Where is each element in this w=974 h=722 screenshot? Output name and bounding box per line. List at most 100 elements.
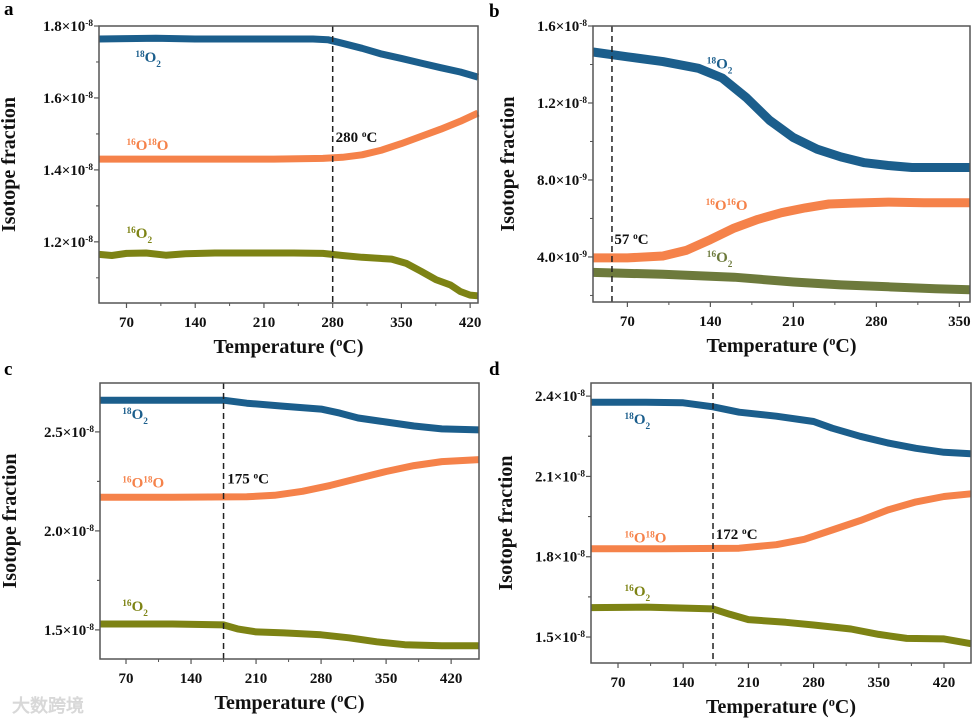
y-tick-label: 1.6×10-8: [537, 19, 587, 35]
text-part: o: [336, 335, 342, 349]
text-part: O: [634, 584, 646, 600]
text-part: 16: [126, 226, 136, 236]
text-part: 18: [625, 412, 635, 422]
text-part: C: [747, 527, 758, 543]
text-part: 16: [706, 198, 716, 208]
text-part: 2.5×10: [44, 425, 86, 441]
text-part: 175: [227, 471, 253, 487]
panel-letter: d: [489, 359, 500, 380]
text-part: 1.6×10: [43, 91, 85, 107]
text-part: -8: [579, 19, 587, 29]
text-part: 16: [625, 584, 635, 594]
series-label-O16O18: 16O18O: [625, 530, 667, 546]
text-part: -8: [86, 623, 94, 633]
watermark-logo: 大数跨境: [12, 695, 84, 716]
text-part: C: [258, 471, 269, 487]
series-label-O16O18: 16O16O: [706, 198, 748, 214]
text-part: 18: [147, 138, 157, 148]
text-part: 1.5×10: [44, 623, 86, 639]
onset-temperature-label: 57 oC: [614, 232, 648, 248]
onset-temperature-label: 280 oC: [336, 130, 378, 146]
y-axis-label: Isotope fraction: [497, 97, 519, 232]
series-line-O18_2: [98, 34, 479, 81]
text-part: 172: [716, 527, 742, 543]
text-part: 2: [143, 609, 148, 619]
x-tick-label: 210: [737, 675, 760, 691]
text-part: 1.5×10: [535, 630, 577, 646]
series-label-O18_2: 18O2: [625, 412, 651, 432]
y-tick-label: 1.4×10-8: [43, 163, 93, 179]
y-tick-label: 1.8×10-8: [43, 19, 93, 35]
x-tick-label: 140: [672, 675, 695, 691]
text-part: -9: [579, 250, 587, 260]
text-part: 18: [645, 530, 655, 540]
x-tick-label: 140: [699, 314, 722, 330]
text-part: O: [132, 475, 144, 491]
text-part: 18: [135, 50, 145, 60]
text-part: O: [132, 407, 144, 423]
text-part: O: [716, 56, 728, 72]
text-part: o: [829, 695, 835, 709]
text-part: -8: [85, 163, 93, 173]
text-part: o: [254, 471, 259, 481]
text-part: C): [342, 336, 363, 358]
x-axis-label: Temperature (oC): [214, 691, 364, 714]
series-label-O16_2: 16O2: [625, 584, 651, 604]
y-tick-label: 1.2×10-8: [43, 235, 93, 251]
text-part: o: [829, 334, 835, 348]
text-part: 2.0×10: [44, 524, 86, 540]
text-part: 2: [147, 236, 152, 246]
text-part: -8: [577, 389, 585, 399]
series-line-O18_2: [100, 396, 480, 434]
text-part: 2: [156, 60, 161, 70]
text-part: 16: [122, 475, 132, 485]
text-part: 1.4×10: [43, 163, 85, 179]
text-part: Temperature (: [214, 692, 337, 714]
text-part: O: [157, 138, 169, 154]
onset-temperature-label: 175 oC: [227, 471, 269, 487]
series-line-O16O18: [99, 109, 480, 163]
x-tick-label: 420: [459, 315, 482, 331]
series-line-O16O18: [591, 490, 972, 553]
x-tick-label: 210: [782, 314, 805, 330]
y-tick-label: 1.6×10-8: [43, 91, 93, 107]
panel-letter: a: [4, 0, 14, 20]
x-tick-label: 350: [375, 671, 398, 687]
series-label-O18_2: 18O2: [135, 50, 161, 70]
x-tick-label: 280: [321, 315, 344, 331]
x-tick-label: 210: [253, 315, 276, 331]
series-label-O16O18: 16O18O: [122, 475, 164, 491]
series-line-O18_2: [592, 47, 970, 172]
text-part: O: [145, 50, 157, 66]
plot-frame: [99, 382, 480, 660]
text-part: 1.8×10: [43, 19, 85, 35]
text-part: -8: [86, 524, 94, 534]
text-part: O: [655, 530, 667, 546]
y-tick-label: 2.4×10-8: [535, 389, 585, 405]
y-tick-label: 2.5×10-8: [44, 425, 94, 441]
y-tick-label: 1.5×10-8: [44, 623, 94, 639]
text-part: 1.6×10: [537, 19, 579, 35]
text-part: 2.4×10: [535, 389, 577, 405]
series-label-O18_2: 18O2: [707, 56, 733, 76]
x-tick-label: 210: [245, 671, 268, 687]
text-part: C): [343, 692, 364, 714]
series-line-O16_2: [592, 267, 971, 295]
y-axis-label: Isotope fraction: [0, 97, 20, 232]
text-part: o: [337, 691, 343, 705]
text-part: 18: [707, 56, 717, 66]
text-part: 2.1×10: [535, 469, 577, 485]
text-part: -8: [577, 550, 585, 560]
text-part: C: [367, 130, 378, 146]
text-part: 2: [728, 66, 733, 76]
text-part: O: [153, 475, 165, 491]
text-part: O: [136, 226, 148, 242]
text-part: O: [715, 198, 727, 214]
text-part: -9: [579, 173, 587, 183]
panel-letter: b: [489, 1, 500, 22]
panel-letter: c: [4, 359, 12, 380]
text-part: -8: [579, 96, 587, 106]
series-label-O16_2: 16O2: [126, 226, 152, 246]
